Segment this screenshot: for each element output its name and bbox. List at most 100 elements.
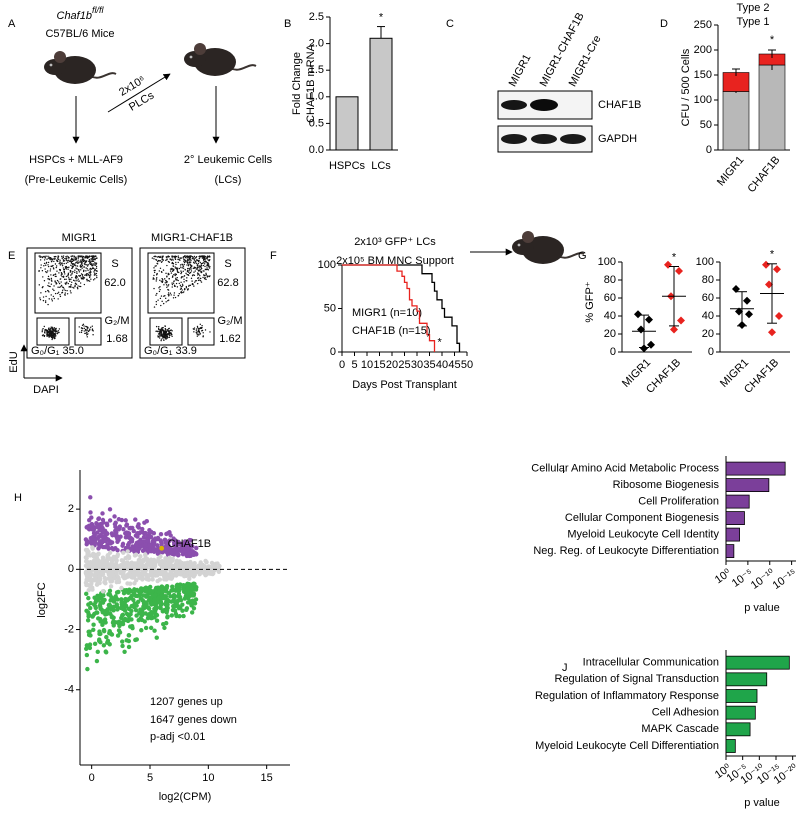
density-texture [51,329,53,331]
density-texture [51,265,53,267]
texture-dot [148,584,153,590]
texture-dot [90,614,95,619]
texture-dot [148,568,154,574]
density-texture [177,255,179,257]
texture-dot [100,560,105,565]
density-texture [47,303,49,306]
density-texture [85,326,88,328]
density-texture [53,274,55,276]
x-tick-label: 45 [448,359,460,371]
density-texture [163,339,165,341]
data-point [745,310,753,319]
density-texture [60,285,62,288]
density-texture [77,255,79,257]
texture-dot [191,581,196,587]
x-tick-label: 10 [202,772,214,784]
density-texture [165,272,167,275]
density-texture [202,274,205,276]
texture-dot [143,593,148,598]
density-texture [155,303,158,306]
density-texture [162,332,165,334]
density-texture [190,270,193,272]
density-texture [39,298,42,301]
density-texture [188,259,190,261]
density-texture [44,332,46,334]
texture-dot [108,611,113,616]
texture-dot [132,553,138,558]
density-texture [88,256,90,259]
texture-dot [96,523,102,528]
density-texture [184,268,186,271]
texture-dot [116,589,121,595]
y-tick-label: 150 [694,69,712,81]
density-texture [57,286,59,288]
density-texture [207,269,210,271]
density-texture [180,277,182,279]
density-texture [89,273,91,275]
density-texture [80,269,82,271]
density-texture [83,325,85,327]
data-point [634,310,642,319]
plot-title: MIGR1 [62,232,97,244]
density-texture [51,298,53,300]
density-texture [177,279,179,282]
texture-dot [185,586,190,592]
texture-dot [96,551,101,556]
density-texture [204,278,206,280]
density-texture [167,295,170,297]
density-texture [209,331,211,333]
density-texture [157,333,160,335]
density-texture [50,332,52,334]
density-texture [172,269,174,271]
density-texture [169,292,172,294]
bar [725,511,745,526]
density-texture [65,278,67,281]
density-texture [56,270,58,272]
texture-dot [168,576,174,581]
density-texture [59,259,61,261]
density-texture [50,257,52,259]
density-texture [180,270,182,272]
density-texture [53,337,56,340]
panel-label: D [660,18,668,30]
texture-dot [101,593,106,598]
density-texture [187,267,189,270]
density-texture [198,269,201,271]
density-texture [159,334,161,336]
density-texture [175,273,177,276]
density-texture [153,271,156,274]
density-texture [85,332,87,334]
density-texture [64,294,66,296]
texture-dot [134,546,140,551]
texture-dot [96,516,102,521]
density-texture [193,271,195,273]
texture-dot [152,628,157,633]
density-texture [43,265,45,267]
density-texture [207,262,210,264]
density-texture [193,255,196,258]
density-texture [168,333,170,336]
density-texture [81,273,84,276]
texture-dot [151,542,157,547]
density-texture [166,329,169,331]
density-texture [53,329,56,331]
texture-dot [110,620,116,625]
texture-dot [88,495,93,500]
texture-dot [168,594,173,599]
texture-dot [140,548,146,554]
density-texture [49,327,52,330]
density-texture [88,329,91,331]
density-texture [82,258,84,260]
density-texture [45,261,48,264]
density-texture [50,279,53,281]
density-texture [177,295,179,297]
panel-label: H [14,492,22,504]
texture-dot [154,635,159,640]
density-texture [43,334,46,337]
density-texture [43,259,46,261]
density-texture [176,286,179,288]
texture-dot [153,592,158,598]
density-texture [186,277,188,279]
texture-dot [164,610,169,615]
data-point [765,280,773,289]
